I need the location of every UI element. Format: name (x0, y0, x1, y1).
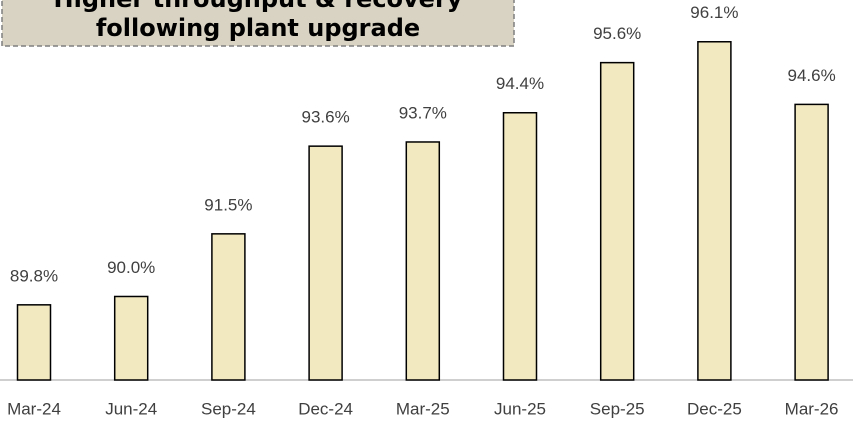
bar (405, 141, 441, 381)
annotation-box (1, 0, 515, 47)
bar (599, 61, 635, 381)
x-tick-label: Dec-25 (687, 399, 742, 418)
bar (211, 233, 246, 381)
bar (697, 41, 732, 381)
x-tick-label: Sep-24 (201, 399, 256, 418)
bar (794, 103, 829, 381)
bar (308, 145, 343, 381)
value-label: 94.4% (496, 74, 544, 93)
x-tick-label: Dec-24 (298, 399, 353, 418)
x-tick-label: Jun-25 (494, 399, 546, 418)
value-label: 90.0% (107, 258, 155, 277)
x-tick-label: Mar-26 (785, 399, 839, 418)
bar (113, 295, 149, 381)
value-label: 93.6% (301, 108, 349, 127)
value-label: 89.8% (10, 266, 58, 285)
value-label: 95.6% (593, 24, 641, 43)
annotation: following plant upgrade (96, 14, 420, 42)
bar (16, 304, 52, 381)
annotation: Higher throughput & recovery (54, 0, 463, 13)
value-label: 91.5% (204, 195, 252, 214)
bar (502, 111, 538, 381)
x-tick-label: Mar-24 (7, 399, 61, 418)
x-tick-label: Mar-25 (396, 399, 450, 418)
value-label: 96.1% (690, 3, 738, 22)
value-label: 94.6% (787, 66, 835, 85)
x-tick-label: Sep-25 (590, 399, 645, 418)
x-tick-label: Jun-24 (105, 399, 157, 418)
value-label: 93.7% (399, 103, 447, 122)
